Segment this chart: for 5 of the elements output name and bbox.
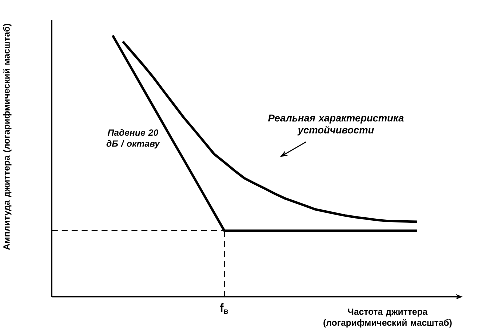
y-axis-title: Амплитуда джиттера (логарифмический масштаб) [3, 24, 12, 250]
x-axis-title: Частота джиттера (логарифмический масштаб) [324, 308, 452, 328]
annotation: Падение 20 дБ / октаву [106, 129, 160, 149]
text: f$_{в}$ [220, 304, 228, 314]
annotation: Реальная характеристика устойчивости [268, 114, 404, 136]
